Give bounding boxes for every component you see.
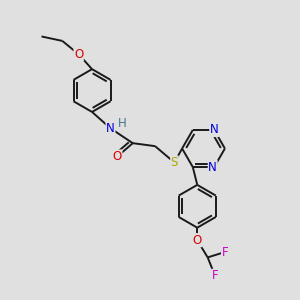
Text: N: N (106, 122, 115, 135)
Text: O: O (113, 150, 122, 163)
Text: N: N (208, 160, 217, 173)
Text: F: F (222, 246, 228, 259)
Text: O: O (193, 234, 202, 247)
Text: N: N (210, 124, 219, 136)
Text: H: H (117, 117, 126, 130)
Text: S: S (171, 156, 178, 169)
Text: F: F (212, 269, 218, 282)
Text: O: O (74, 48, 83, 61)
